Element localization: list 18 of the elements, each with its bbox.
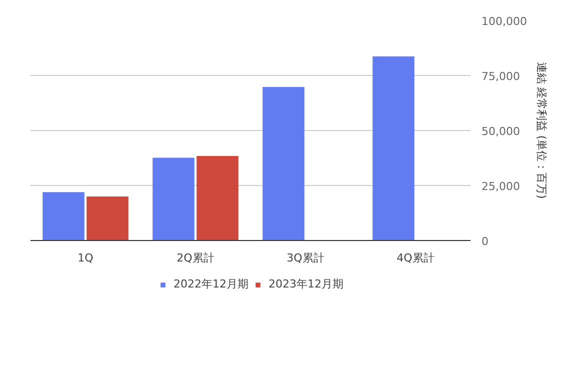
- y-tick-label: 25,000: [482, 180, 520, 193]
- x-tick-label: 1Q: [78, 252, 94, 264]
- bar: [152, 158, 194, 240]
- bar: [42, 192, 84, 240]
- legend-label: 2022年12月期: [174, 276, 248, 292]
- legend-label: 2023年12月期: [268, 276, 344, 292]
- bar: [372, 56, 414, 240]
- x-tick-label: 3Q累計: [286, 252, 324, 264]
- y-tick-label: 50,000: [482, 125, 520, 138]
- bar: [86, 196, 128, 240]
- y-tick-label: 75,000: [482, 70, 520, 83]
- y-axis-title: 連結 経常利益 (単位：百万): [534, 62, 548, 199]
- bar: [196, 156, 238, 240]
- x-tick-label: 2Q累計: [176, 252, 214, 264]
- x-tick-label: 4Q累計: [396, 252, 434, 264]
- bar: [262, 86, 304, 240]
- y-tick-label: 100,000: [482, 15, 527, 28]
- y-tick-label: 0: [482, 235, 488, 248]
